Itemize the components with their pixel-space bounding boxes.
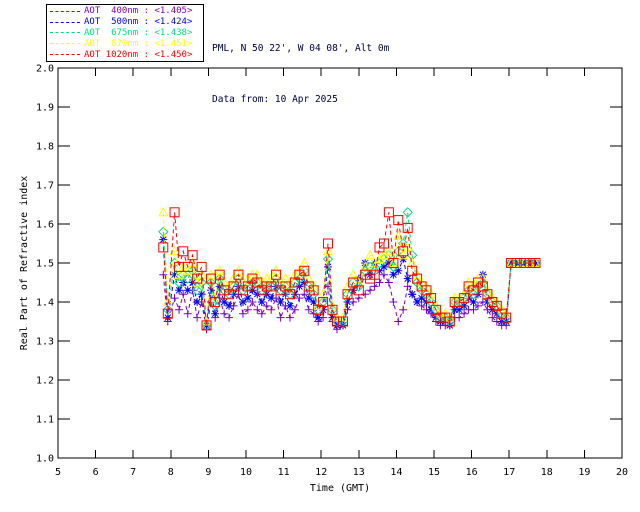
x-tick-label: 20 bbox=[616, 467, 628, 478]
y-tick-label: 1.7 bbox=[36, 181, 54, 192]
station-info: PML, N 50 22', W 04 08', Alt 0m bbox=[212, 43, 390, 54]
x-tick-label: 19 bbox=[578, 467, 590, 478]
x-axis: 5 6 7 8 9 10 11 12 13 14 15 16 17 18 19 20 Time (GMT) bbox=[55, 68, 628, 494]
x-tick-label: 8 bbox=[168, 467, 174, 478]
y-tick-label: 1.8 bbox=[36, 142, 54, 153]
y-tick-label: 1.4 bbox=[36, 298, 54, 309]
legend-dash-swatch-675nm bbox=[50, 32, 80, 34]
x-tick-label: 10 bbox=[240, 467, 252, 478]
x-tick-label: 14 bbox=[390, 467, 402, 478]
series-675nm bbox=[158, 207, 541, 331]
x-tick-label: 18 bbox=[541, 467, 553, 478]
y-tick-label: 1.9 bbox=[36, 103, 54, 114]
data-date: Data from: 10 Apr 2025 bbox=[212, 94, 338, 105]
y-tick-label: 1.5 bbox=[36, 259, 54, 270]
y-axis: 1.0 1.1 1.2 1.3 1.4 1.5 1.6 1.7 1.8 1.9 2.0 Real Pa… bbox=[19, 64, 622, 465]
legend-dash-swatch-870nm bbox=[50, 43, 80, 45]
y-tick-label: 2.0 bbox=[36, 64, 54, 75]
legend-entry-870nm: AOT 870nm : <1.451> bbox=[50, 39, 200, 49]
x-tick-label: 16 bbox=[466, 467, 478, 478]
x-tick-label: 15 bbox=[428, 467, 440, 478]
legend-entry-675nm: AOT 675nm : <1.438> bbox=[50, 28, 200, 38]
legend-label-500nm: AOT 500nm : <1.424> bbox=[84, 17, 193, 28]
x-tick-label: 17 bbox=[503, 467, 515, 478]
x-tick-label: 11 bbox=[278, 467, 290, 478]
legend-dash-swatch-400nm bbox=[50, 10, 80, 12]
x-tick-label: 5 bbox=[55, 467, 61, 478]
y-tick-label: 1.1 bbox=[36, 415, 54, 426]
y-tick-label: 1.3 bbox=[36, 337, 54, 348]
legend-entry-400nm: AOT 400nm : <1.405> bbox=[50, 6, 200, 16]
y-tick-label: 1.2 bbox=[36, 376, 54, 387]
legend-dash-swatch-500nm bbox=[50, 21, 80, 23]
series-675nm-line bbox=[162, 212, 536, 326]
series-870nm-line bbox=[162, 212, 536, 322]
legend-label-675nm: AOT 675nm : <1.438> bbox=[84, 27, 193, 38]
x-tick-label: 7 bbox=[130, 467, 136, 478]
x-tick-label: 6 bbox=[93, 467, 99, 478]
legend-entry-1020nm: AOT 1020nm : <1.450> bbox=[50, 50, 200, 60]
y-tick-label: 1.6 bbox=[36, 220, 54, 231]
series-1020nm-line bbox=[162, 212, 536, 326]
series-500nm-line bbox=[162, 239, 536, 327]
y-tick-label: 1.0 bbox=[36, 454, 54, 465]
legend-dash-swatch-1020nm bbox=[50, 54, 80, 56]
legend-box: AOT 400nm : <1.405> AOT 500nm : <1.424> … bbox=[46, 4, 204, 62]
x-tick-label: 12 bbox=[315, 467, 327, 478]
x-tick-label: 9 bbox=[205, 467, 211, 478]
legend-label-400nm: AOT 400nm : <1.405> bbox=[84, 6, 193, 17]
x-tick-label: 13 bbox=[353, 467, 365, 478]
legend-label-870nm: AOT 870nm : <1.451> bbox=[84, 38, 193, 49]
header-text: PML, N 50 22', W 04 08', Alt 0m Data fro… bbox=[212, 6, 389, 142]
series-1020nm bbox=[158, 207, 541, 331]
legend-entry-500nm: AOT 500nm : <1.424> bbox=[50, 17, 200, 27]
legend-label-1020nm: AOT 1020nm : <1.450> bbox=[84, 49, 193, 60]
x-axis-title: Time (GMT) bbox=[310, 483, 370, 494]
y-axis-title: Real Part of Refractive index bbox=[19, 176, 30, 351]
